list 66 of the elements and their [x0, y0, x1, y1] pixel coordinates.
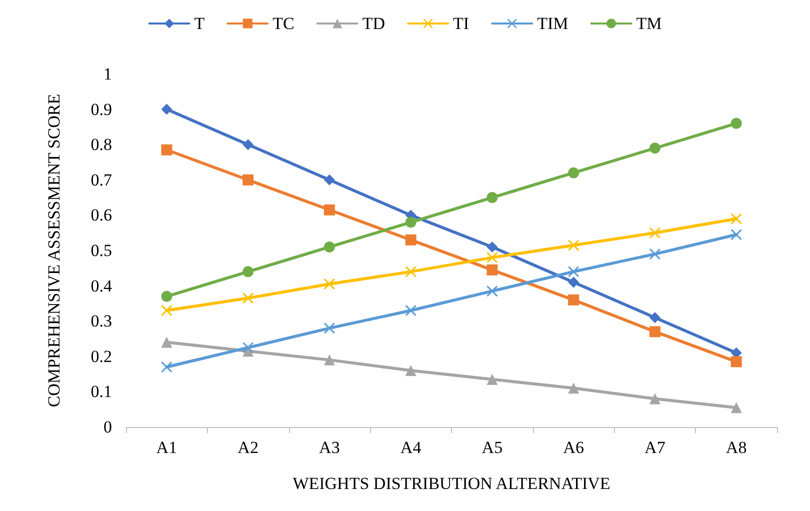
point: [568, 167, 580, 178]
point: [730, 229, 742, 240]
x-tick-label: A6: [563, 438, 584, 457]
point: [649, 227, 660, 238]
legend-label: T: [194, 14, 206, 33]
legend-label: TM: [636, 14, 662, 33]
point: [405, 234, 416, 246]
point: [405, 266, 416, 278]
y-tick-label: 0.4: [90, 276, 112, 296]
point: [161, 290, 172, 302]
point: [405, 216, 416, 228]
point: [649, 393, 660, 404]
point: [324, 354, 335, 366]
point: [405, 365, 416, 376]
point: [242, 342, 254, 354]
x-tick-label: A3: [319, 438, 340, 457]
x-tick-label: A4: [400, 438, 422, 457]
y-tick-label: 0.9: [90, 100, 112, 119]
point: [649, 326, 660, 338]
point: [242, 292, 254, 304]
point: [161, 336, 172, 348]
point: [324, 204, 335, 216]
point: [730, 213, 742, 224]
point: [730, 356, 742, 368]
point: [324, 322, 335, 334]
x-tick-label: A8: [726, 438, 747, 457]
y-tick-label: 0.7: [90, 170, 112, 190]
y-tick-label: 1: [104, 64, 112, 84]
point: [486, 374, 498, 385]
point: [486, 241, 498, 252]
y-tick-label: 0.3: [90, 312, 112, 331]
point: [568, 294, 580, 306]
point: [649, 312, 660, 324]
point: [486, 286, 498, 297]
legend-label: TD: [362, 14, 386, 33]
y-tick-label: 0.6: [90, 206, 112, 225]
y-tick-label: 0.8: [90, 135, 112, 154]
point: [649, 142, 660, 154]
y-axis-title: COMPREHENSIVE ASSESSMENT SCORE: [44, 94, 64, 408]
point: [324, 241, 335, 252]
y-tick-label: 0.1: [90, 382, 112, 402]
x-tick-label: A5: [482, 438, 503, 457]
point: [161, 104, 172, 115]
point: [649, 248, 660, 260]
x-tick-label: A2: [238, 438, 258, 457]
point: [730, 118, 742, 129]
point: [324, 174, 335, 186]
point: [568, 276, 580, 288]
point: [730, 402, 742, 414]
point: [486, 264, 498, 276]
legend-label: TIM: [537, 14, 568, 33]
x-tick-label: A1: [156, 438, 178, 457]
legend-label: TI: [453, 14, 470, 33]
point: [242, 266, 254, 278]
y-tick-label: 0.2: [90, 346, 112, 366]
point: [568, 382, 580, 394]
point: [242, 174, 254, 186]
point: [242, 139, 254, 150]
x-tick-label: A7: [644, 438, 666, 457]
x-axis-title: WEIGHTS DISTRIBUTION ALTERNATIVE: [292, 474, 610, 493]
point: [161, 144, 172, 156]
point: [324, 278, 335, 290]
legend-label: TC: [272, 14, 294, 33]
point: [486, 192, 498, 204]
y-tick-label: 0: [104, 418, 112, 436]
y-tick-label: 0.5: [90, 241, 112, 260]
